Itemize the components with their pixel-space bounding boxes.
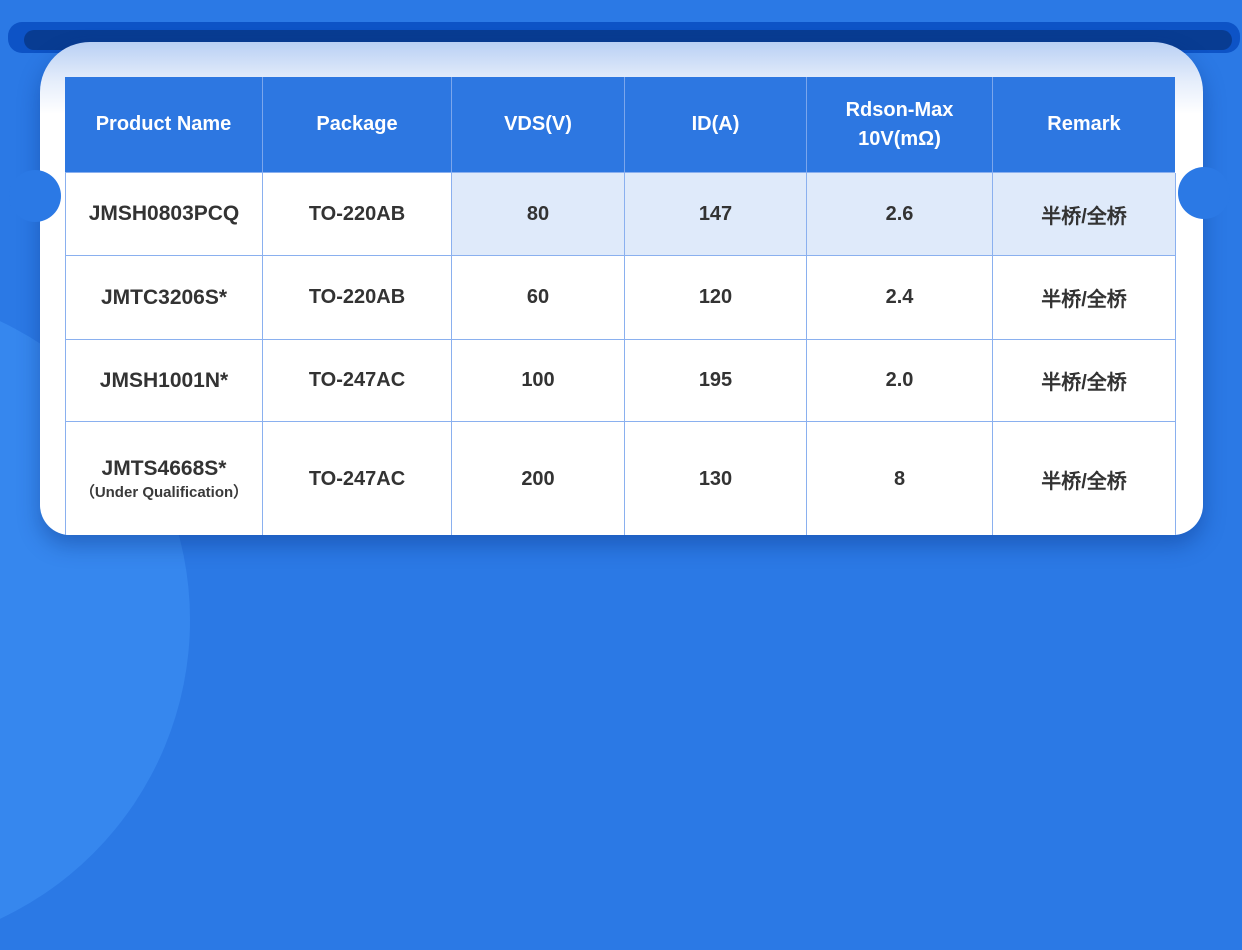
card-left-notch [9,170,61,222]
cell-vds: 60 [452,256,625,340]
product-name: JMSH0803PCQ [88,202,240,225]
table-row: JMTS4668S* （Under Qualification） TO-247A… [66,422,1176,535]
product-spec-table: Product Name Package VDS(V) ID(A) Rdson-… [65,77,1176,535]
cell-remark: 半桥/全桥 [993,256,1176,340]
header-cell-id: ID(A) [624,77,806,172]
header-cell-vds: VDS(V) [451,77,624,172]
product-table-card: Product Name Package VDS(V) ID(A) Rdson-… [40,42,1203,535]
cell-rdson: 8 [807,422,993,535]
header-cell-rdson: Rdson-Max 10V(mΩ) [806,77,992,172]
card-right-notch [1178,167,1230,219]
cell-remark: 半桥/全桥 [993,422,1176,535]
page-background: { "page": { "background_color": "#2b79e5… [0,22,1240,950]
product-note: （Under Qualification） [79,484,249,502]
header-cell-package: Package [262,77,451,172]
product-name: JMTC3206S* [100,285,228,309]
cell-rdson: 2.0 [807,340,993,422]
cell-id: 120 [625,256,807,340]
cell-vds: 100 [452,340,625,422]
cell-product-name: JMTC3206S* [66,256,263,340]
cell-remark: 半桥/全桥 [993,340,1176,422]
cell-remark: 半桥/全桥 [993,173,1176,256]
cell-id: 195 [625,340,807,422]
cell-product-name: JMTS4668S* （Under Qualification） [66,422,263,535]
table-body: JMSH0803PCQ TO-220AB 80 147 2.6 半桥/全桥 JM… [65,172,1176,535]
cell-vds: 200 [452,422,625,535]
table-row: JMSH0803PCQ TO-220AB 80 147 2.6 半桥/全桥 [66,173,1176,256]
table-row: JMSH1001N* TO-247AC 100 195 2.0 半桥/全桥 [66,340,1176,422]
cell-package: TO-247AC [263,340,452,422]
cell-id: 130 [625,422,807,535]
header-cell-remark: Remark [992,77,1175,172]
cell-rdson: 2.6 [807,173,993,256]
cell-package: TO-220AB [263,173,452,256]
table-header-row: Product Name Package VDS(V) ID(A) Rdson-… [65,77,1175,172]
cell-rdson: 2.4 [807,256,993,340]
product-name: JMSH1001N* [99,368,229,392]
cell-package: TO-247AC [263,422,452,535]
cell-product-name: JMSH0803PCQ [66,173,263,256]
header-cell-product-name: Product Name [65,77,262,172]
table-row: JMTC3206S* TO-220AB 60 120 2.4 半桥/全桥 [66,256,1176,340]
cell-id: 147 [625,173,807,256]
product-name: JMTS4668S* [101,457,227,481]
cell-vds: 80 [452,173,625,256]
cell-package: TO-220AB [263,256,452,340]
cell-product-name: JMSH1001N* [66,340,263,422]
